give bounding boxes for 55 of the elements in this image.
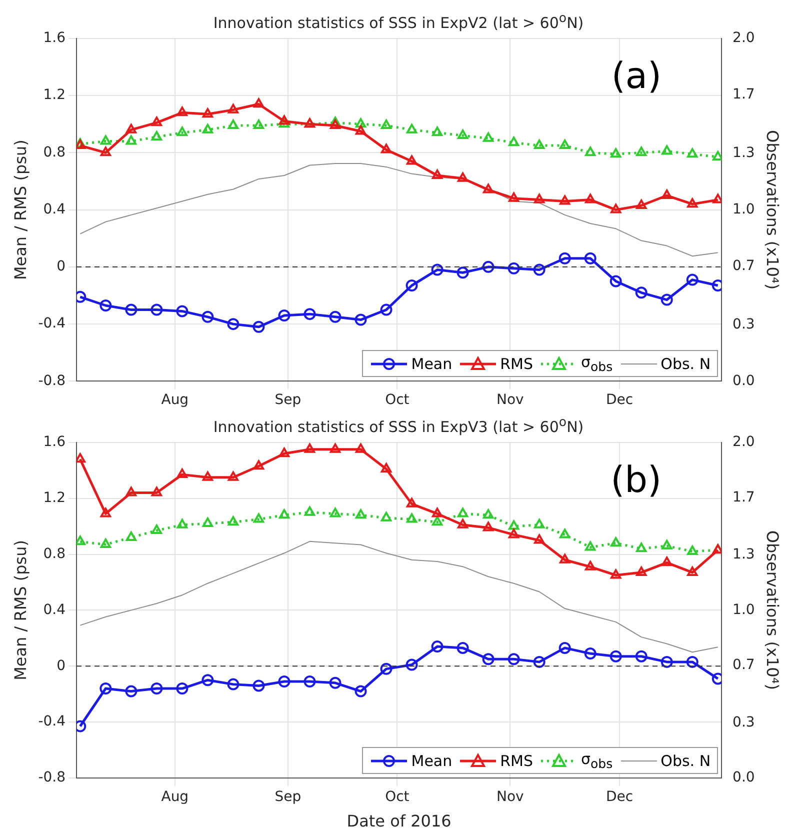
legend-label: RMS	[500, 752, 534, 770]
y2-tick-label: 0.0	[732, 770, 755, 786]
x-tick-label: Oct	[385, 392, 410, 408]
y2-tick-label: 1.3	[732, 144, 755, 161]
x-tick-label: Nov	[496, 392, 524, 408]
y2-tick-label: 0.3	[732, 714, 755, 730]
y-tick-label: 1.6	[43, 30, 66, 46]
chart-title: Innovation statistics of SSS in ExpV2 (lat > 60$^{o}$N)	[212, 9, 585, 32]
y-tick-label: -0.8	[38, 770, 66, 786]
y2-tick-label: 0.7	[732, 258, 755, 274]
chart-title: Innovation statistics of SSS in ExpV3 (lat > 60$^{o}$N)	[212, 413, 585, 436]
x-tick-label: Aug	[161, 392, 189, 408]
y2-tick-label: 0.3	[732, 316, 755, 332]
x-tick-label: Nov	[496, 789, 524, 806]
y2-tick-label: 1.7	[732, 86, 755, 103]
x-tick-label: Sep	[274, 789, 302, 806]
y-tick-label: 0.8	[43, 144, 66, 160]
y2-tick-label: 0.0	[732, 372, 755, 389]
x-tick-label: Dec	[606, 789, 634, 806]
y2-tick-label: 1.0	[732, 602, 755, 618]
y-tick-label: 1.6	[43, 434, 66, 450]
legend-label: Obs. N	[660, 354, 711, 373]
y-tick-label: 0	[56, 658, 66, 674]
y2-tick-label: 0.7	[732, 657, 755, 674]
y2-tick-label: 2.0	[732, 30, 755, 46]
y-tick-label: 0.4	[43, 602, 66, 618]
y-tick-label: -0.4	[38, 316, 66, 332]
x-tick-label: Dec	[606, 392, 634, 408]
y-tick-label: 1.2	[43, 87, 66, 104]
annotation: (a)	[611, 56, 662, 98]
y-axis-title: Mean / RMS (psu)	[10, 540, 30, 680]
y2-axis-title: Observations (x10⁴)	[763, 530, 782, 690]
y2-tick-label: 2.0	[732, 434, 755, 450]
legend-label: σ$_{obs}$	[581, 750, 613, 771]
x-axis-title: Date of 2016	[346, 812, 452, 831]
legend-label: Mean	[411, 752, 452, 770]
y-tick-label: 0.8	[43, 546, 66, 562]
y-tick-label: 1.2	[43, 490, 66, 506]
y-tick-label: -0.8	[38, 372, 66, 389]
legend-label: σ$_{obs}$	[581, 353, 613, 374]
y2-axis-title: Observations (x10⁴)	[763, 130, 782, 290]
x-tick-label: Aug	[161, 789, 189, 806]
y-tick-label: 0.4	[43, 201, 66, 218]
y2-tick-label: 1.7	[732, 489, 755, 506]
y-axis-title: Mean / RMS (psu)	[10, 140, 30, 280]
y-tick-label: -0.4	[38, 714, 66, 730]
annotation: (b)	[610, 460, 662, 502]
legend-label: Obs. N	[660, 752, 711, 770]
legend-label: RMS	[500, 354, 534, 373]
y2-tick-label: 1.0	[732, 201, 755, 218]
y2-tick-label: 1.3	[732, 546, 755, 562]
y-tick-label: 0	[56, 258, 66, 275]
legend-label: Mean	[411, 354, 452, 373]
x-tick-label: Sep	[274, 392, 302, 408]
x-tick-label: Oct	[385, 789, 410, 806]
